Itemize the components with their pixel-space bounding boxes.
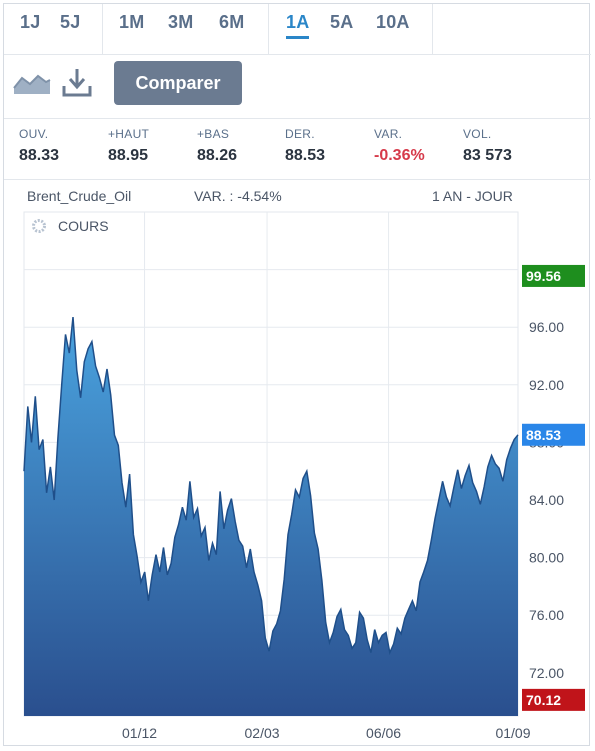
tab-10a[interactable]: 10A xyxy=(376,12,410,32)
stat-value: 88.95 xyxy=(108,147,149,164)
stat-value: 88.53 xyxy=(285,147,326,164)
tab-5a[interactable]: 5A xyxy=(330,12,354,32)
high-badge-bg xyxy=(522,264,585,287)
tab-1a[interactable]: 1A xyxy=(286,12,310,39)
period-label: 1 AN - JOUR xyxy=(432,188,513,204)
stat-label: VOL. xyxy=(463,127,492,141)
tab-5j[interactable]: 5J xyxy=(60,12,81,32)
stat-value: 83 573 xyxy=(463,147,512,164)
legend-label: COURS xyxy=(58,218,109,234)
stat-last: DER. 88.53 xyxy=(285,127,325,165)
chart-widget: 1J 5J 1M 3M 6M 1A 5A 10A C xyxy=(3,3,591,747)
chart-header: Brent_Crude_Oil VAR. : -4.54% 1 AN - JOU… xyxy=(4,188,591,208)
tab-6m[interactable]: 6M xyxy=(219,12,245,32)
download-icon[interactable] xyxy=(60,66,94,105)
stat-high: +HAUT 88.95 xyxy=(108,127,149,165)
y-tick-label: 80.00 xyxy=(529,550,564,566)
compare-button[interactable]: Comparer xyxy=(114,61,242,105)
price-line xyxy=(23,317,519,656)
y-tick-label: 96.00 xyxy=(529,319,564,335)
stat-label: +BAS xyxy=(197,127,230,141)
stat-value: -0.36% xyxy=(374,147,425,164)
tab-group-days: 1J 5J xyxy=(4,4,103,54)
stat-value: 88.33 xyxy=(19,147,60,164)
x-tick-label: 02/03 xyxy=(245,725,280,741)
y-tick-label: 72.00 xyxy=(529,665,564,681)
stat-low: +BAS 88.26 xyxy=(197,127,237,165)
stat-value: 88.26 xyxy=(197,147,238,164)
quote-stats: OUV. 88.33 +HAUT 88.95 +BAS 88.26 DER. 8… xyxy=(4,119,591,180)
x-tick-label: 01/09 xyxy=(495,725,530,741)
price-chart[interactable]: 100.0096.0092.0088.0084.0080.0076.0072.0… xyxy=(4,4,591,747)
last-price-badge-bg xyxy=(522,423,585,446)
stat-label: OUV. xyxy=(19,127,49,141)
y-tick-label: 76.00 xyxy=(529,607,564,623)
tab-group-years: 1A 5A 10A xyxy=(268,4,433,54)
low-badge-bg xyxy=(522,688,585,711)
stat-volume: VOL. 83 573 xyxy=(463,127,512,165)
tab-group-months: 1M 3M 6M xyxy=(102,4,269,54)
period-tabs: 1J 5J 1M 3M 6M 1A 5A 10A xyxy=(4,4,591,55)
stat-open: OUV. 88.33 xyxy=(19,127,59,165)
x-tick-label: 01/12 xyxy=(122,725,157,741)
area-chart-icon[interactable] xyxy=(12,70,52,103)
y-tick-label: 84.00 xyxy=(529,492,564,508)
tab-3m[interactable]: 3M xyxy=(168,12,194,32)
stat-label: +HAUT xyxy=(108,127,150,141)
tab-1m[interactable]: 1M xyxy=(119,12,145,32)
y-tick-label: 92.00 xyxy=(529,377,564,393)
price-area xyxy=(24,317,518,716)
chart-toolbar: Comparer xyxy=(4,54,591,119)
period-variation: VAR. : -4.54% xyxy=(194,188,282,204)
gear-icon xyxy=(32,219,46,233)
high-badge: 99.56 xyxy=(526,268,561,284)
low-badge: 70.12 xyxy=(526,692,561,708)
stat-label: VAR. xyxy=(374,127,403,141)
instrument-name: Brent_Crude_Oil xyxy=(27,188,132,204)
stat-variation: VAR. -0.36% xyxy=(374,127,425,165)
stat-label: DER. xyxy=(285,127,315,141)
x-tick-label: 06/06 xyxy=(366,725,401,741)
last-price-badge: 88.53 xyxy=(526,427,561,443)
legend-box xyxy=(26,214,126,236)
tab-1j[interactable]: 1J xyxy=(20,12,41,32)
